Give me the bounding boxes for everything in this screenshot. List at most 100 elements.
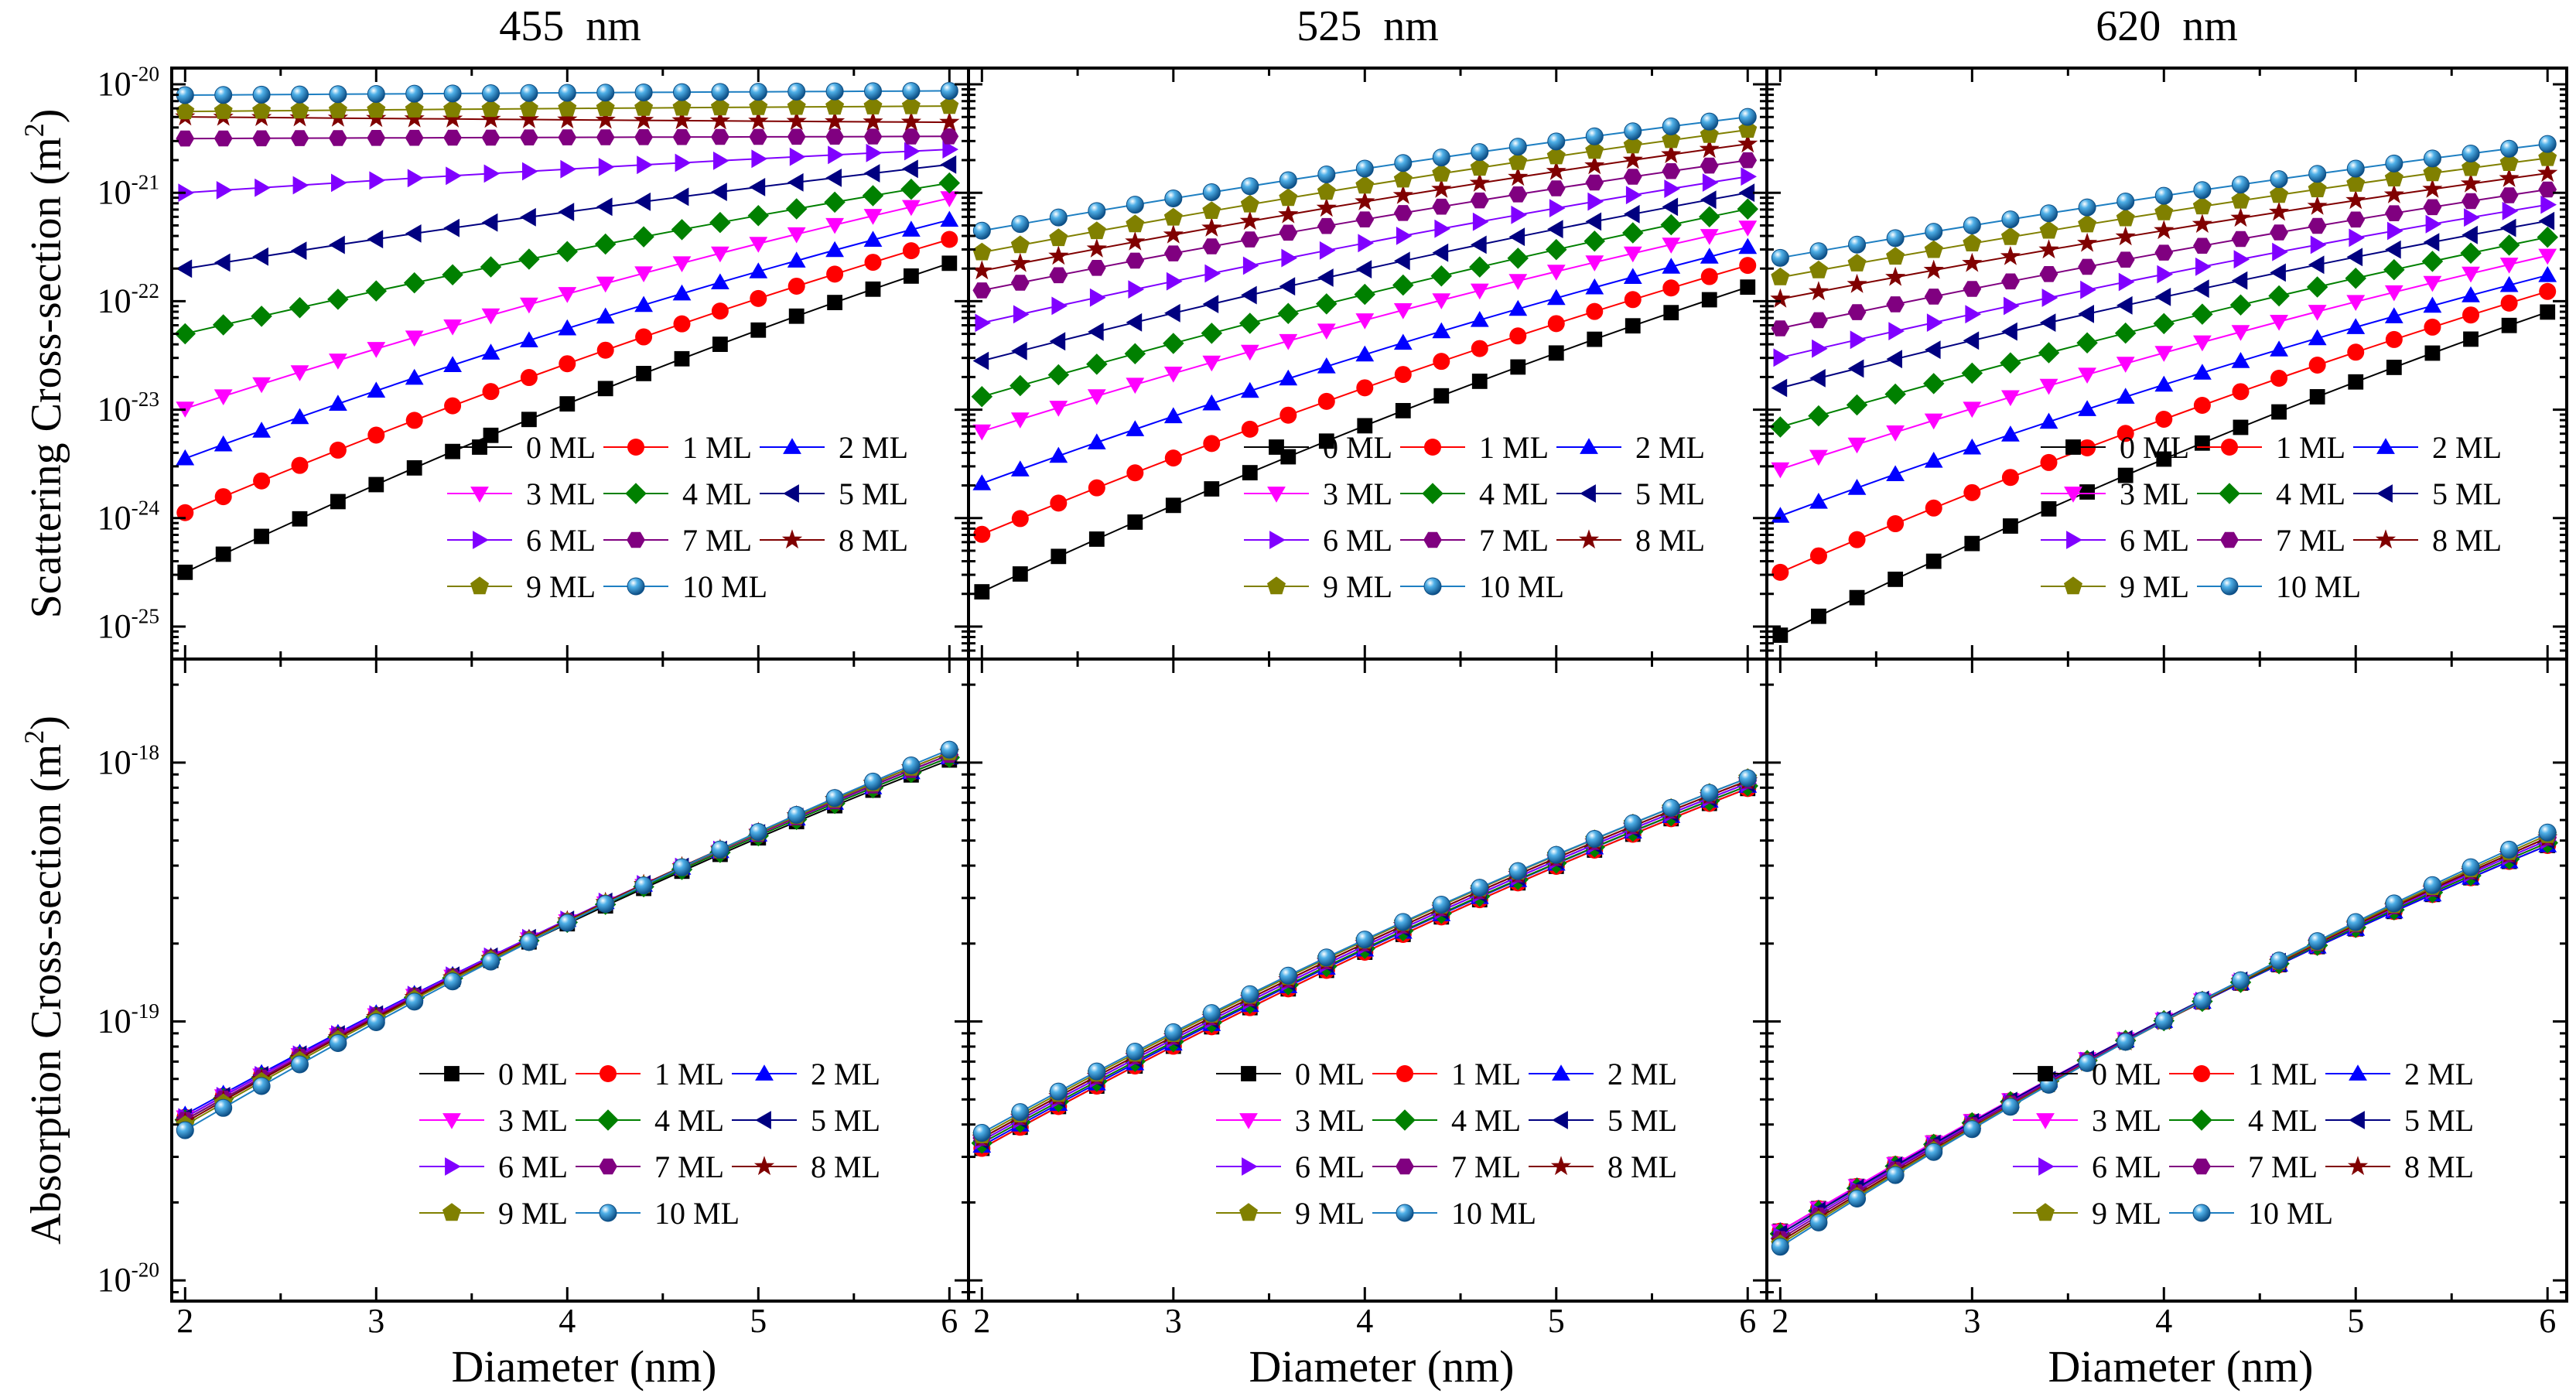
data-point (1585, 174, 1604, 191)
data-point (596, 84, 615, 102)
data-point (1470, 283, 1489, 300)
data-point (1471, 879, 1489, 897)
data-point (1585, 141, 1604, 159)
data-point (2193, 279, 2209, 299)
data-point (1086, 354, 1108, 375)
data-point (940, 81, 958, 100)
series-10-ml-absorption-3 (1771, 823, 2557, 1256)
data-point (2193, 991, 2212, 1009)
legend-item-10-ml: 10 ML (576, 1196, 740, 1231)
data-point (2040, 204, 2058, 223)
data-point (1923, 259, 1944, 279)
data-point (2000, 352, 2021, 374)
data-point (1317, 948, 1336, 967)
data-point (1737, 133, 1758, 153)
data-point (1394, 366, 1412, 384)
data-point (1355, 313, 1375, 330)
data-point (2116, 193, 2135, 211)
data-point (1508, 166, 1529, 186)
data-point (939, 111, 960, 132)
legend-label: 9 ML (2120, 569, 2189, 604)
data-point (672, 83, 691, 101)
data-point (634, 129, 653, 145)
data-point (1585, 255, 1604, 272)
legend-item-3-ml: 3 ML (2041, 476, 2189, 511)
legend-item-2-ml: 2 ML (2325, 1057, 2474, 1091)
data-point (2039, 220, 2058, 239)
data-point (405, 368, 424, 385)
data-point (633, 226, 654, 248)
data-point (2538, 181, 2557, 198)
data-point (2118, 272, 2135, 292)
data-point (1661, 144, 1682, 163)
data-point (1738, 237, 1758, 254)
data-point (1924, 240, 1943, 258)
data-point (290, 101, 309, 119)
data-point (2499, 153, 2519, 171)
data-point (214, 1098, 233, 1117)
data-point (1279, 333, 1298, 350)
legend-item-9-ml: 9 ML (1244, 569, 1392, 604)
legend-marker (2192, 1204, 2211, 1222)
series-4-ml-scattering-3 (1769, 226, 2558, 438)
data-point (902, 200, 921, 217)
y-tick-label: 10-23 (97, 388, 159, 428)
data-point (443, 319, 462, 336)
data-point (1471, 340, 1488, 357)
legend-marker (755, 1064, 774, 1081)
data-point (973, 525, 991, 543)
data-point (214, 488, 232, 506)
data-point (634, 266, 653, 282)
legend-marker (1552, 1064, 1570, 1081)
data-point (291, 456, 309, 474)
data-point (940, 210, 959, 227)
data-point (1470, 192, 1489, 209)
data-point (251, 306, 272, 327)
data-point (1886, 425, 1905, 442)
data-point (1241, 420, 1259, 438)
data-point (2155, 410, 2173, 428)
data-point (1239, 313, 1261, 334)
x-tick-label: 5 (750, 1302, 767, 1340)
panel-scattering-1: 0 ML 1 ML 2 ML 3 ML 4 ML 5 ML 6 ML 7 ML 8 ML 9 ML… (170, 67, 970, 661)
data-point (1772, 627, 1789, 644)
data-point (787, 251, 806, 268)
column-title-2: 525 nm (1297, 2, 1439, 50)
data-point (556, 241, 578, 262)
data-point (1432, 243, 1449, 262)
data-point (2500, 139, 2519, 158)
data-point (329, 85, 347, 104)
data-point (214, 130, 233, 147)
data-point (1924, 413, 1943, 430)
data-point (2345, 268, 2366, 289)
data-point (636, 365, 651, 381)
data-point (972, 242, 992, 261)
x-tick-label: 3 (367, 1302, 384, 1340)
data-point (1623, 268, 1642, 284)
data-point (1355, 931, 1374, 949)
data-point (558, 203, 575, 221)
legend-label: 10 ML (2248, 1196, 2333, 1231)
data-point (900, 178, 922, 200)
data-point (1809, 260, 1828, 278)
data-point (826, 265, 844, 283)
x-axis-label-1: Diameter (nm) (451, 1341, 716, 1392)
data-point (405, 84, 424, 103)
data-point (2039, 313, 2056, 332)
legend-item-7-ml: 7 ML (576, 1149, 724, 1184)
data-point (1281, 248, 1297, 268)
data-point (1847, 479, 1867, 495)
legend-item-6-ml: 6 ML (447, 523, 596, 558)
series-3-ml-scattering-1 (176, 191, 959, 418)
data-point (711, 840, 729, 859)
data-point (1848, 235, 1867, 254)
data-point (787, 128, 806, 145)
data-point (1088, 202, 1106, 220)
data-point (1202, 1004, 1221, 1023)
data-point (595, 109, 616, 129)
data-point (2233, 419, 2249, 435)
legend-marker (1394, 1109, 1416, 1131)
data-point (1049, 332, 1066, 351)
data-point (1624, 204, 1640, 224)
legend-marker (442, 1203, 461, 1221)
